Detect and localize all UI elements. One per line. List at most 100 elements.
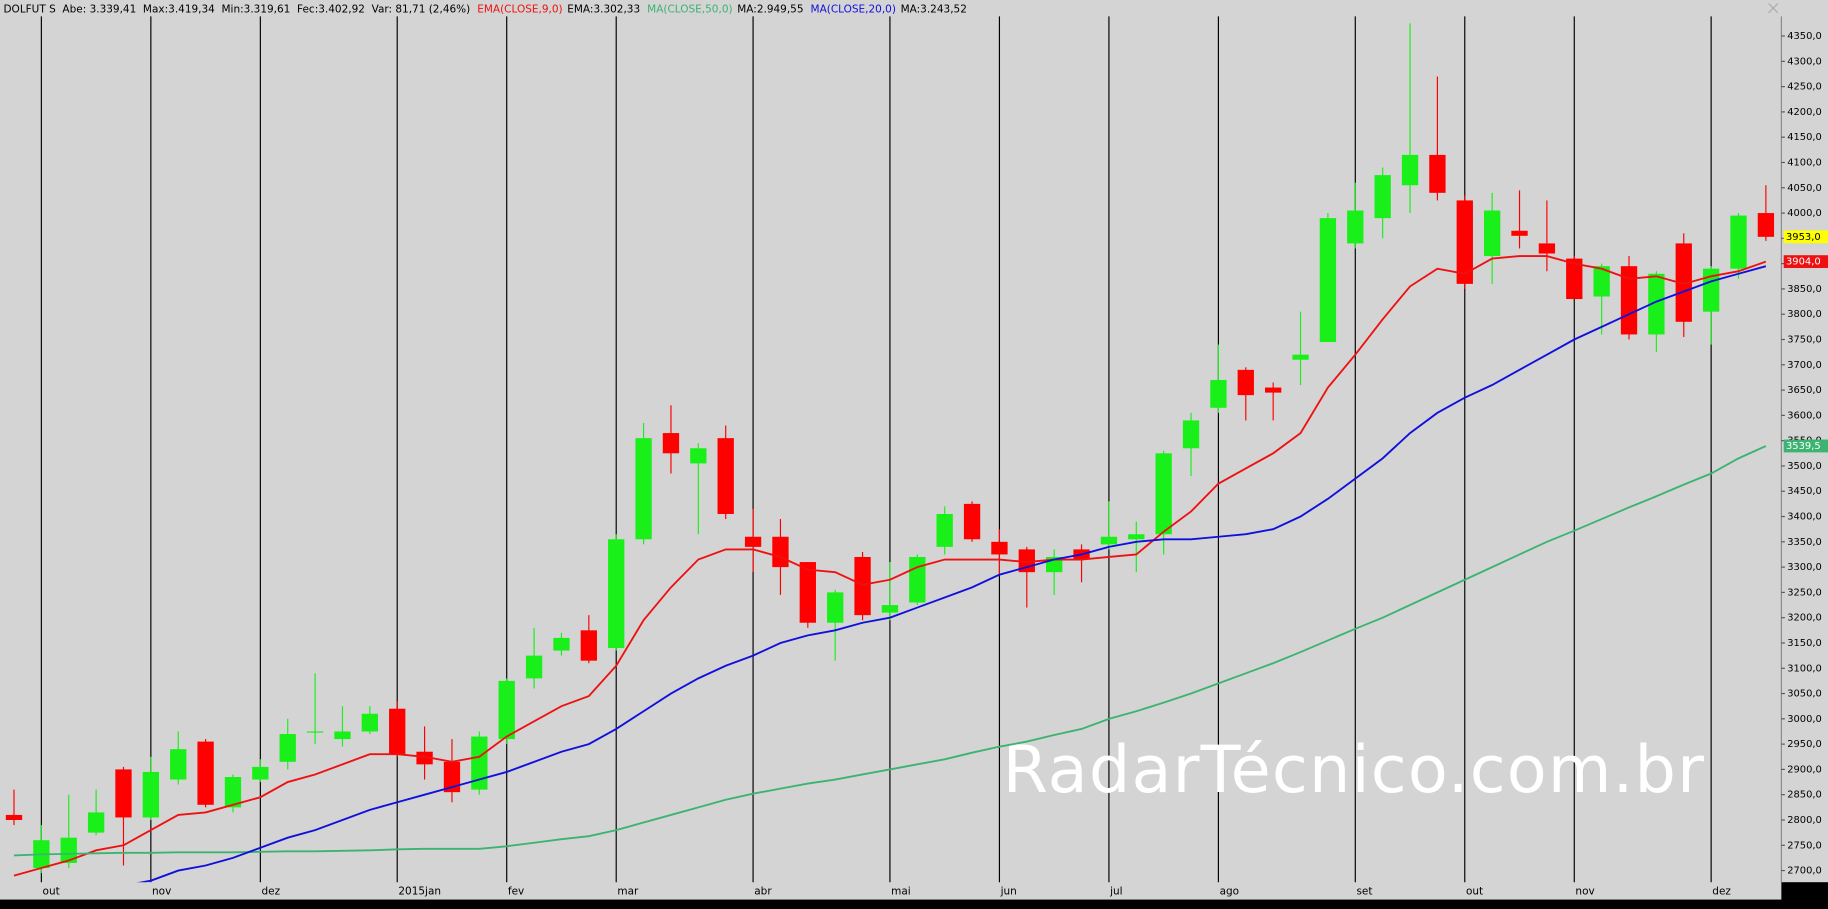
candle-body: [553, 637, 570, 651]
candle-body: [1237, 369, 1254, 396]
header: DOLFUT S Abe: 3.339,41 Max:3.419,34 Min:…: [3, 3, 966, 15]
y-tick-label: 2950,0: [1787, 739, 1822, 750]
candle-body: [1483, 210, 1501, 257]
y-tick-label: 2750,0: [1787, 840, 1822, 851]
x-tick-label: mar: [617, 886, 639, 898]
candle-body: [1675, 243, 1692, 322]
y-tick-label: 3600,0: [1787, 410, 1822, 421]
y-tick-label: 2850,0: [1787, 790, 1822, 801]
candle-body: [580, 630, 597, 661]
candle-body: [115, 769, 132, 818]
candle-body: [1730, 215, 1747, 269]
indicator-value: MA:3.243,52: [901, 3, 967, 15]
indicator-value: MA:2.949,55: [737, 3, 803, 15]
candle-body: [87, 812, 105, 833]
y-tick-label: 4100,0: [1787, 157, 1822, 168]
y-tick-label: 3000,0: [1787, 714, 1822, 725]
candle-body: [197, 741, 214, 805]
candle-body: [498, 680, 515, 740]
candle-body: [608, 539, 625, 649]
x-tick-label: ago: [1220, 886, 1240, 898]
candle-body: [1566, 258, 1583, 300]
candle-body: [142, 771, 160, 818]
close-icon-stroke: [1768, 3, 1779, 14]
candle-body: [60, 837, 77, 863]
candle-body: [252, 766, 269, 780]
watermark: RadarTécnico.com.br: [1003, 732, 1706, 808]
x-tick-label: out: [43, 886, 60, 898]
x-tick-label: 2015jan: [398, 886, 441, 898]
candle-body: [170, 749, 187, 780]
x-tick-label: nov: [1575, 886, 1594, 898]
y-tick-label: 3700,0: [1787, 360, 1822, 371]
candle-body: [662, 433, 680, 454]
y-tick-label: 4300,0: [1787, 56, 1822, 67]
y-tick-label: 4000,0: [1787, 208, 1822, 219]
indicator-line: [137, 265, 1767, 883]
y-tick-label: 2900,0: [1787, 764, 1822, 775]
y-tick-label: 4350,0: [1787, 31, 1822, 42]
indicator-name: MA(CLOSE,20,0): [811, 3, 896, 15]
candle-body: [991, 541, 1008, 555]
y-tick-label: 3350,0: [1787, 537, 1822, 548]
candle-body: [963, 503, 981, 540]
last-value-box: [1783, 230, 1828, 244]
candle-body: [1374, 175, 1391, 219]
candle-body: [799, 562, 816, 623]
y-tick-label: 3300,0: [1787, 562, 1822, 573]
last-value-box: [1783, 255, 1828, 269]
candle-body: [306, 731, 324, 733]
candle-body: [827, 592, 844, 623]
last-value-label: 3953,0: [1786, 232, 1821, 243]
candle-body: [389, 708, 406, 755]
candle-body: [1593, 266, 1610, 297]
candle-body: [471, 736, 488, 790]
candle-body: [1620, 266, 1638, 335]
x-tick-label: mai: [891, 886, 911, 898]
y-tick-label: 3250,0: [1787, 587, 1822, 598]
candle-body: [717, 438, 734, 514]
candle-body: [1429, 154, 1446, 193]
x-tick-label: jun: [1000, 886, 1017, 898]
indicator-line: [13, 255, 1767, 877]
candle-body: [1319, 218, 1337, 343]
y-tick-label: 3200,0: [1787, 613, 1822, 624]
candle-body: [224, 776, 242, 808]
last-value-label: 3539,5: [1786, 441, 1821, 452]
y-tick-label: 4150,0: [1787, 132, 1822, 143]
candle-body: [1648, 273, 1665, 335]
x-tick-label: nov: [152, 886, 171, 898]
candle-body: [361, 713, 379, 732]
candle-body: [416, 751, 433, 765]
candle-body: [525, 655, 543, 679]
bottom-band: [0, 899, 1828, 909]
x-tick-label: dez: [1712, 886, 1731, 898]
candle-body: [1292, 354, 1309, 360]
candle-body: [1757, 213, 1775, 237]
candle-body: [1456, 200, 1473, 284]
y-tick-label: 3650,0: [1787, 385, 1822, 396]
x-tick-label: set: [1356, 886, 1372, 898]
candle-body: [1155, 453, 1172, 535]
candle-body: [635, 438, 652, 540]
candle-body: [690, 448, 707, 464]
corner-band: [1781, 882, 1828, 909]
y-tick-label: 3800,0: [1787, 309, 1822, 320]
y-tick-label: 3850,0: [1787, 284, 1822, 295]
candle-body: [5, 814, 23, 820]
candle-body: [1100, 536, 1118, 545]
y-tick-label: 2800,0: [1787, 815, 1822, 826]
y-tick-label: 2700,0: [1787, 866, 1822, 877]
y-tick-label: 3750,0: [1787, 335, 1822, 346]
y-tick-label: 3450,0: [1787, 486, 1822, 497]
indicator-name: EMA(CLOSE,9,0): [477, 3, 562, 15]
x-tick-label: abr: [754, 886, 772, 898]
close-icon[interactable]: [1768, 3, 1779, 14]
y-tick-label: 3050,0: [1787, 689, 1822, 700]
candle-body: [443, 761, 461, 793]
y-tick-label: 3150,0: [1787, 638, 1822, 649]
indicator-name: MA(CLOSE,50,0): [647, 3, 732, 15]
candle-body: [1401, 154, 1419, 186]
